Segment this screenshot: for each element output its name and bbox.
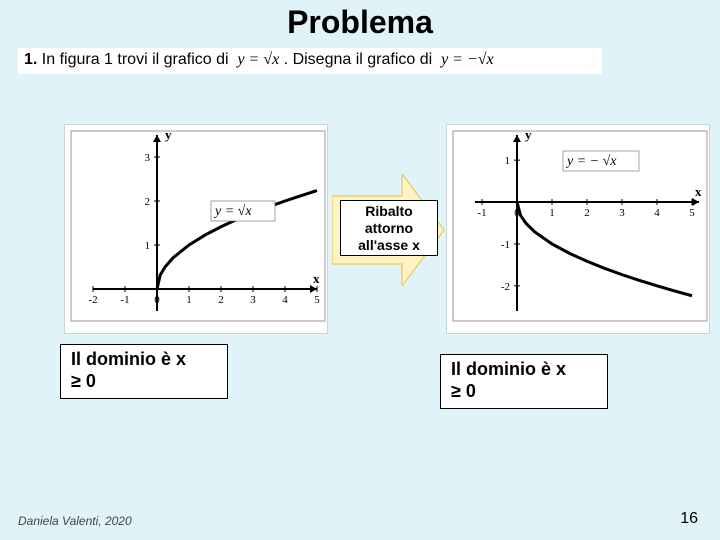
chart-neg-sqrt: yx-10123451-1-2y = − √x <box>446 124 710 334</box>
footer-author: Daniela Valenti, 2020 <box>18 514 132 528</box>
problem-text-a: In figura 1 trovi il grafico di <box>42 51 229 68</box>
caption-right-line2: ≥ 0 <box>451 381 597 403</box>
problem-number: 1. <box>24 51 37 68</box>
svg-text:-2: -2 <box>88 294 97 306</box>
problem-statement: 1. In figura 1 trovi il grafico di y = √… <box>18 48 602 74</box>
caption-left-line2: ≥ 0 <box>71 371 217 393</box>
svg-text:x: x <box>313 271 320 286</box>
svg-text:4: 4 <box>282 294 288 306</box>
svg-text:2: 2 <box>218 294 224 306</box>
svg-text:3: 3 <box>250 294 256 306</box>
page-number: 16 <box>680 510 698 528</box>
svg-text:y = √x: y = √x <box>213 204 252 219</box>
svg-text:-1: -1 <box>501 239 510 251</box>
problem-text-b: . Disegna il grafico di <box>284 51 433 68</box>
arrow-label: Ribaltoattornoall'asse x <box>340 200 438 256</box>
svg-text:y: y <box>525 127 532 142</box>
reflect-arrow: Ribaltoattornoall'asse x <box>332 174 444 286</box>
chart-sqrt: y x -2 -1 0 1 2 3 4 5 1 2 3 y = √x <box>64 124 328 334</box>
problem-eq-b: y = −√x <box>441 51 494 68</box>
svg-text:5: 5 <box>689 207 695 219</box>
svg-text:4: 4 <box>654 207 660 219</box>
svg-text:1: 1 <box>505 155 511 167</box>
caption-left-line1: Il dominio è x <box>71 349 217 371</box>
svg-text:x: x <box>695 184 702 199</box>
svg-text:y = − √x: y = − √x <box>565 154 617 169</box>
svg-text:2: 2 <box>584 207 590 219</box>
svg-text:3: 3 <box>145 152 151 164</box>
svg-text:0: 0 <box>154 294 160 306</box>
svg-text:3: 3 <box>619 207 625 219</box>
caption-right-line1: Il dominio è x <box>451 359 597 381</box>
svg-text:1: 1 <box>549 207 555 219</box>
svg-text:-1: -1 <box>120 294 129 306</box>
caption-left: Il dominio è x ≥ 0 <box>60 344 228 399</box>
svg-text:-1: -1 <box>477 207 486 219</box>
page-title: Problema <box>0 4 720 41</box>
caption-right: Il dominio è x ≥ 0 <box>440 354 608 409</box>
svg-text:5: 5 <box>314 294 320 306</box>
problem-eq-a: y = √x <box>237 51 279 68</box>
svg-text:1: 1 <box>145 240 151 252</box>
svg-text:2: 2 <box>145 196 151 208</box>
svg-text:-2: -2 <box>501 281 510 293</box>
svg-text:1: 1 <box>186 294 192 306</box>
svg-text:y: y <box>165 127 172 142</box>
